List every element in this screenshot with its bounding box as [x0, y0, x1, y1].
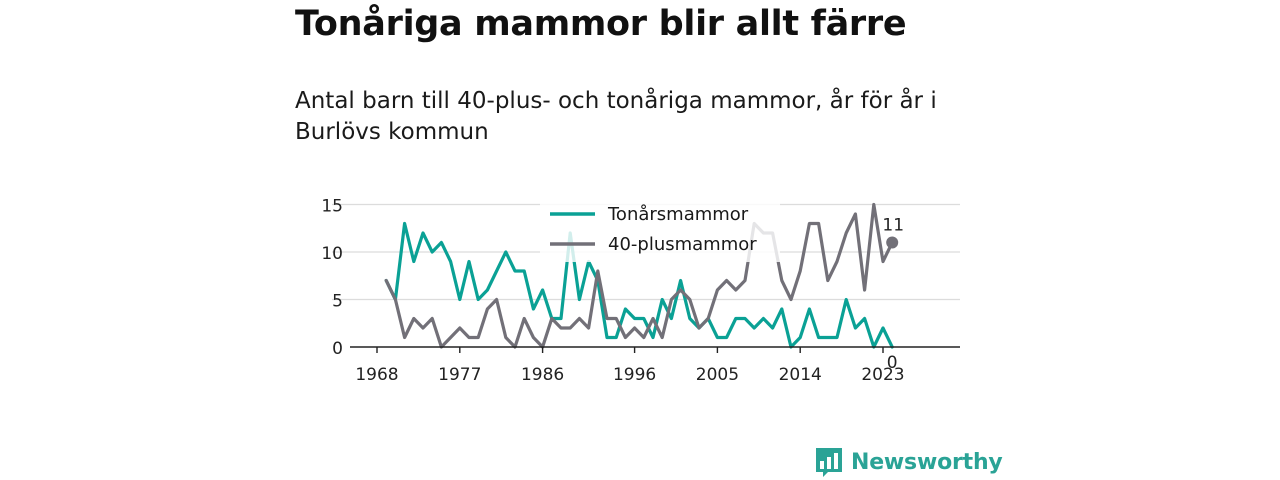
x-tick-label: 2005 — [696, 365, 739, 385]
legend-label: Tonårsmammor — [607, 204, 749, 225]
legend-background — [540, 198, 780, 262]
newsworthy-logo: Newsworthy — [814, 446, 1003, 478]
series-line-0 — [384, 221, 894, 349]
chart-title: Tonåriga mammor blir allt färre — [295, 4, 907, 44]
chart-subtitle: Antal barn till 40-plus- och tonåriga ma… — [295, 88, 937, 145]
x-tick-label: 1968 — [355, 365, 398, 385]
x-tick-label: 1986 — [521, 365, 564, 385]
end-value-label: 11 — [882, 216, 904, 236]
legend-label: 40-plusmammor — [608, 234, 757, 255]
x-tick-label: 2023 — [861, 365, 904, 385]
brand-name: Newsworthy — [851, 449, 1003, 475]
x-tick-label: 1977 — [438, 365, 481, 385]
bar-chart-speech-bubble-icon — [816, 448, 842, 477]
y-tick-label: 15 — [321, 197, 343, 217]
x-tick-label: 1996 — [613, 365, 656, 385]
legend: Tonårsmammor 40-plusmammor — [540, 198, 780, 262]
y-tick-label: 0 — [332, 339, 343, 359]
y-tick-label: 5 — [332, 292, 343, 312]
end-point-marker — [886, 236, 899, 249]
x-tick-label: 2014 — [779, 365, 822, 385]
series-line-1 — [384, 202, 894, 349]
y-tick-label: 10 — [321, 244, 343, 264]
series-lines: 11 0 — [384, 202, 904, 373]
axes: 0 5 10 15 1968 1977 1986 1996 2005 2014 2023 — [321, 197, 960, 385]
end-value-label: 0 — [887, 353, 898, 373]
